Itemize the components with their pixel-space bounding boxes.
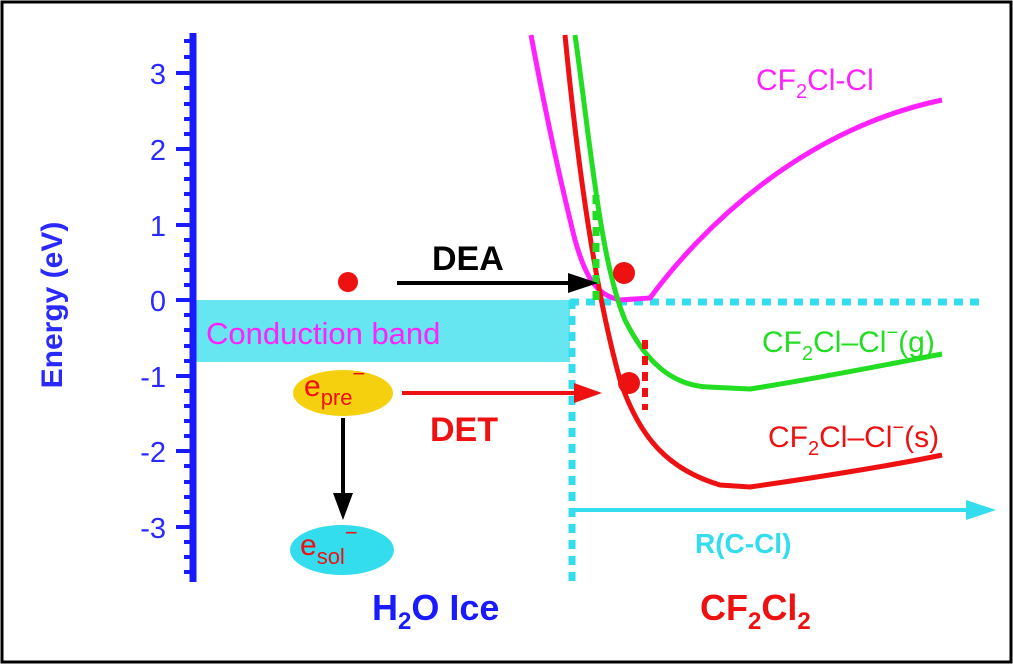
y-axis-label: Energy (eV) [36, 222, 69, 389]
curve-neutral-label: CF2Cl-Cl [756, 64, 874, 103]
tick-label: 3 [150, 59, 166, 91]
tick-label: 2 [150, 135, 166, 167]
y-axis-tick-labels: 3 2 1 0 -1 -2 -3 [140, 59, 166, 545]
electron-dot-crossing [613, 262, 635, 284]
e-sol-ellipse [290, 525, 394, 575]
det-arrowhead [574, 383, 602, 403]
tick-label: -3 [140, 513, 166, 545]
cf2cl2-label: CF2Cl2 [700, 587, 811, 635]
dea-arrowhead [568, 273, 598, 293]
e-pre-label: epre− [304, 361, 365, 410]
h2o-ice-label: H2O Ice [372, 587, 499, 635]
det-label: DET [430, 411, 498, 449]
electron-dot-dea [338, 272, 358, 292]
y-axis-ticks [176, 39, 193, 574]
e-pre-ellipse [293, 370, 393, 416]
conduction-band-label: Conduction band [206, 316, 440, 351]
tick-label: -1 [140, 362, 166, 394]
e-sol-label: esol− [300, 520, 358, 569]
curve-cf2cl-cl [528, 34, 943, 303]
r-axis-label: R(C-Cl) [695, 528, 791, 559]
tick-label: -2 [140, 437, 166, 469]
r-axis-arrowhead [966, 500, 996, 520]
curve-solid-label: CF2Cl–Cl−(s) [768, 417, 939, 460]
curve-gas-label: CF2Cl–Cl−(g) [762, 322, 935, 365]
solvation-arrowhead [333, 493, 353, 520]
tick-label: 1 [150, 211, 166, 243]
curve-anion-gas [572, 34, 943, 392]
tick-label: 0 [150, 286, 166, 318]
curve-anion-solid [562, 34, 943, 490]
dea-label: DEA [432, 240, 504, 278]
conduction-band-box [196, 300, 570, 362]
electron-dot-det [618, 372, 640, 394]
